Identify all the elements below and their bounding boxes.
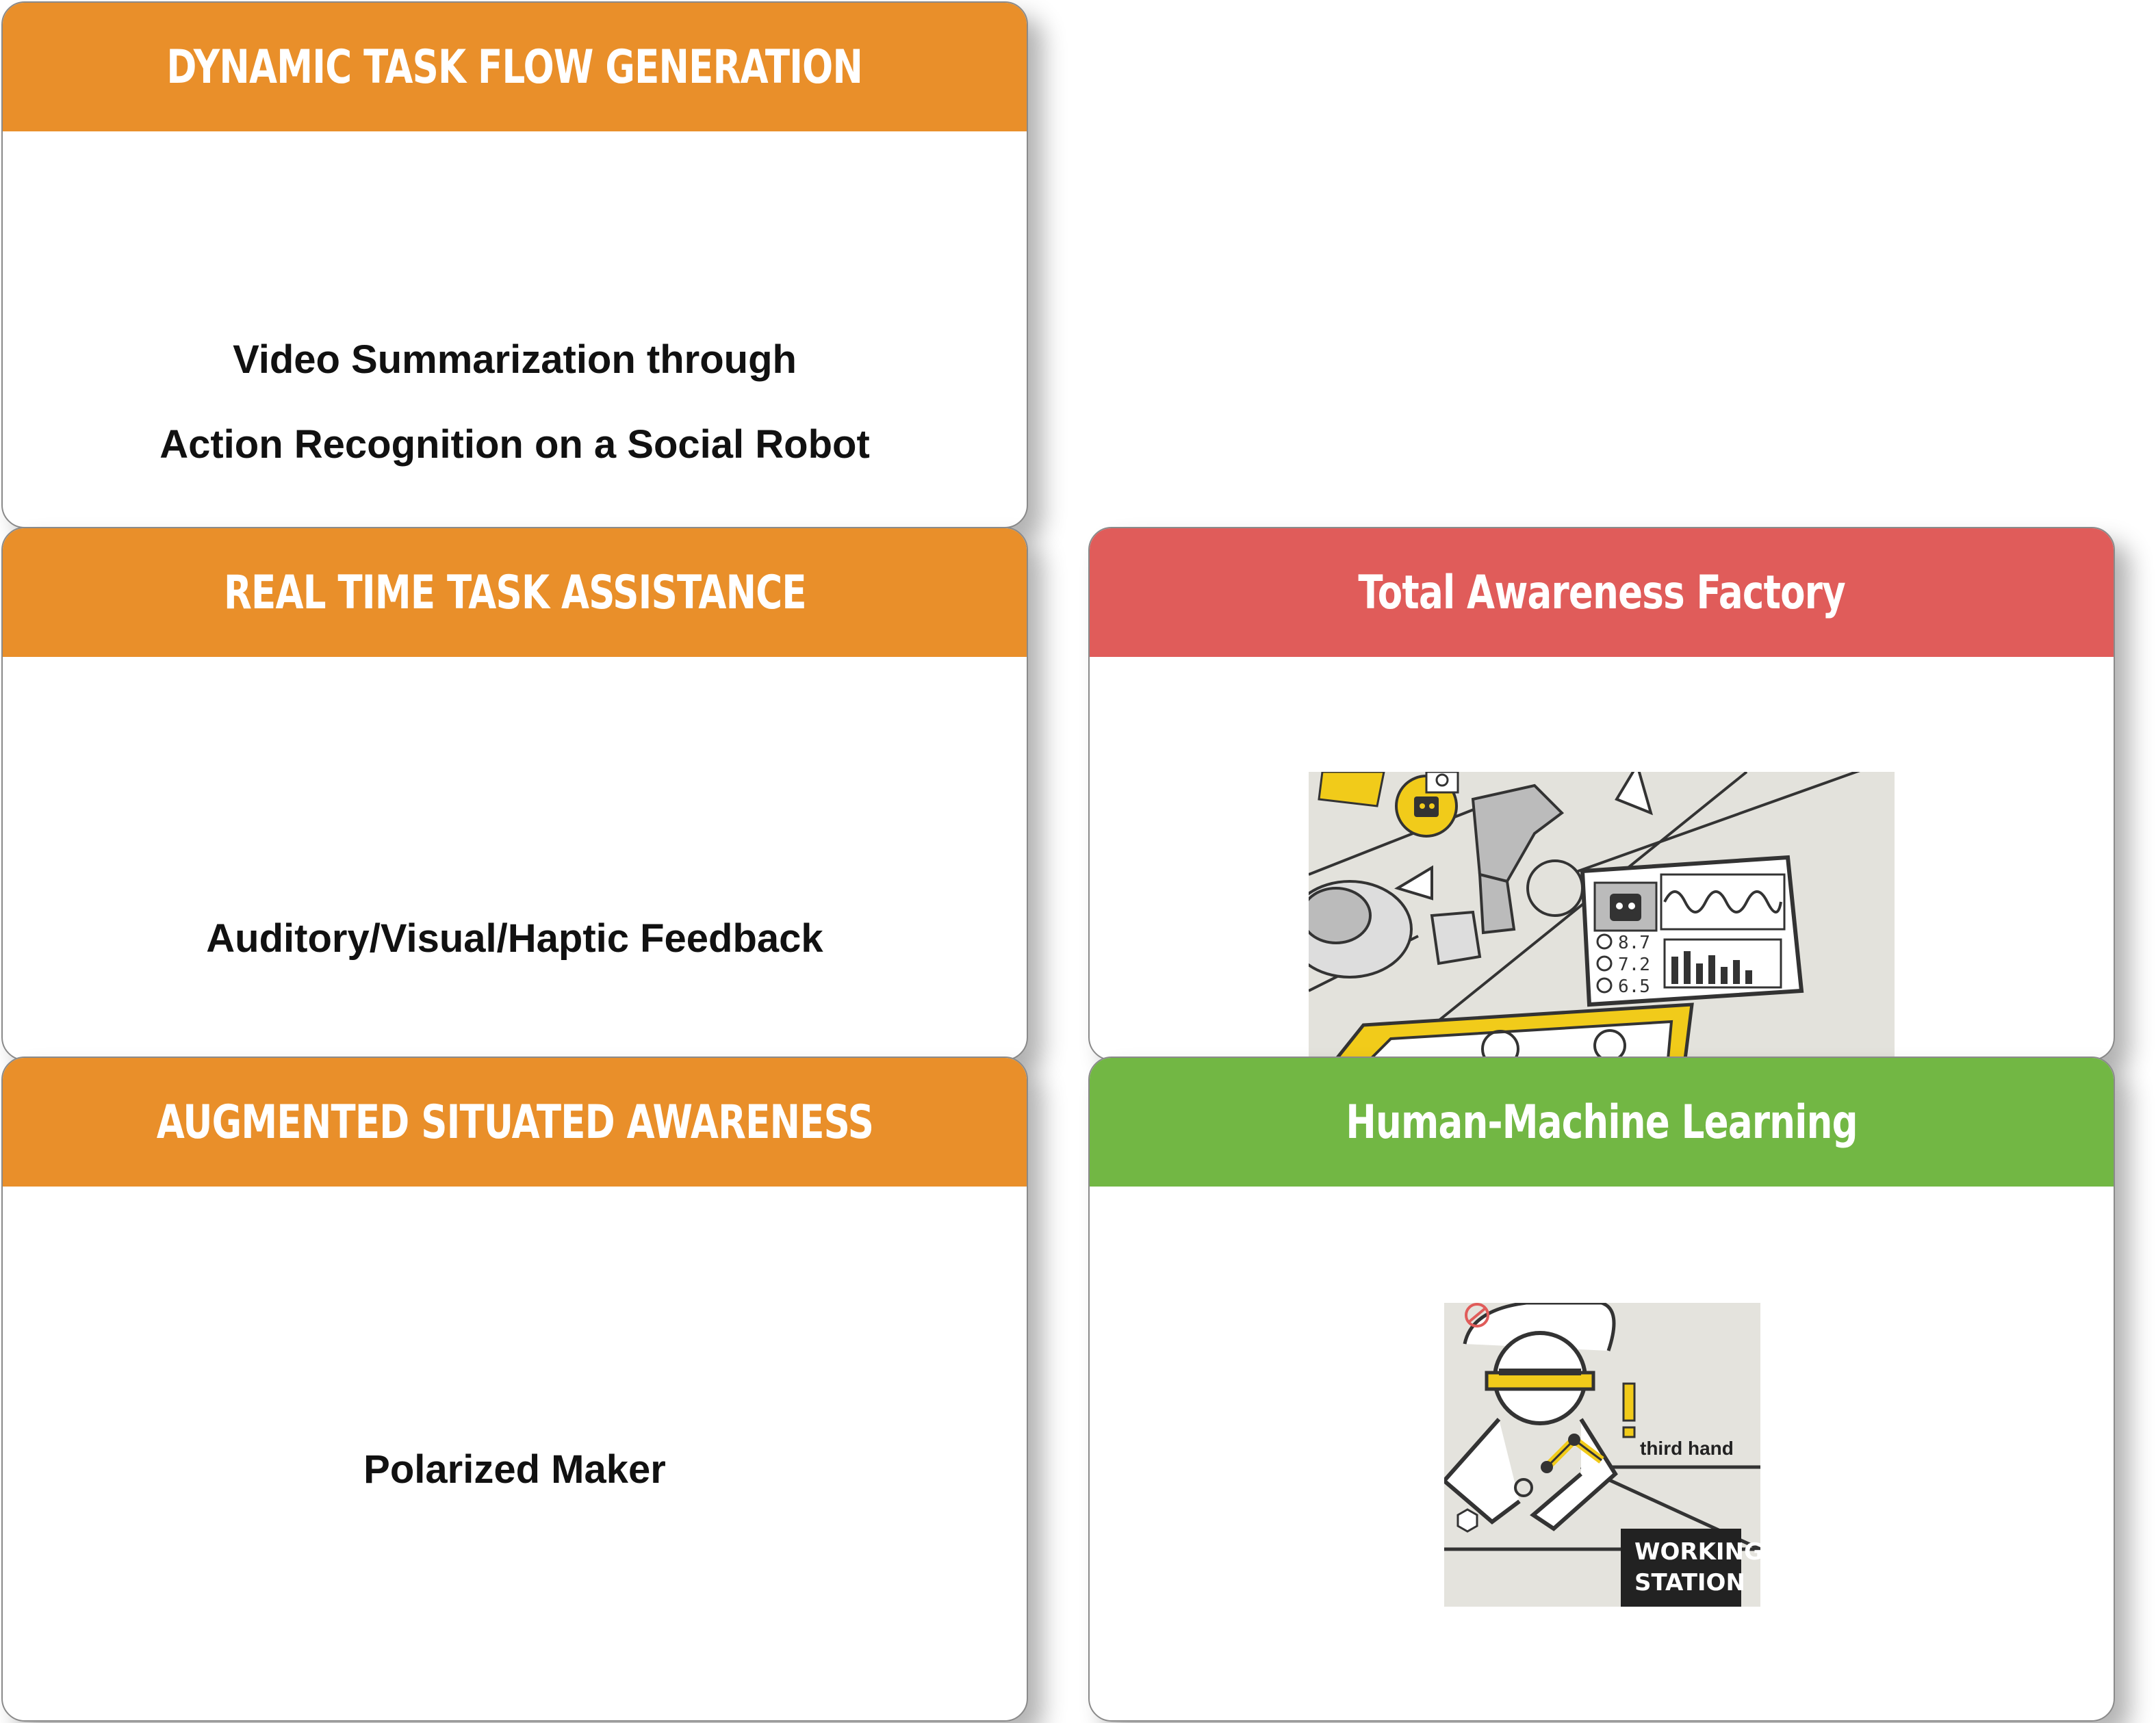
card-text-line-2: Action Recognition on a Social Robot — [159, 422, 870, 467]
card-text: Auditory/Visual/Haptic Feedback — [206, 916, 823, 961]
card-header: DYNAMIC TASK FLOW GENERATION — [3, 3, 1027, 131]
factory-sketch-icon: 8.7 7.2 6.5 — [1287, 757, 1895, 1059]
card-text: Polarized Maker — [363, 1447, 666, 1492]
card-title: DYNAMIC TASK FLOW GENERATION — [166, 40, 863, 94]
station-label-line-1: WORKING — [1634, 1538, 1760, 1566]
card-dynamic-task-flow: DYNAMIC TASK FLOW GENERATION Video Summa… — [1, 1, 1028, 528]
card-header: Human-Machine Learning — [1090, 1058, 2114, 1187]
card-title: Total Awareness Factory — [1358, 565, 1845, 620]
card-header: AUGMENTED SITUATED AWARENESS — [3, 1058, 1027, 1187]
card-body: Polarized Maker — [3, 1187, 1027, 1720]
card-body: 8.7 7.2 6.5 — [1090, 657, 2114, 1059]
reading-2: 7.2 — [1618, 955, 1650, 975]
card-header: Total Awareness Factory — [1090, 528, 2114, 657]
reading-1: 8.7 — [1618, 933, 1650, 953]
factory-illustration: 8.7 7.2 6.5 — [1287, 757, 1895, 1059]
working-station-illustration: third hand WORKING STATION — [1441, 1301, 1763, 1607]
card-title: AUGMENTED SITUATED AWARENESS — [156, 1095, 873, 1150]
card-body: Video Summarization through Action Recog… — [3, 131, 1027, 527]
worker-sketch-icon: third hand WORKING STATION — [1441, 1301, 1763, 1607]
card-text-line-1: Video Summarization through — [233, 337, 797, 382]
card-title: Human-Machine Learning — [1346, 1095, 1858, 1150]
station-label-line-2: STATION — [1634, 1569, 1745, 1596]
card-total-awareness: Total Awareness Factory — [1088, 527, 2115, 1061]
card-title: REAL TIME TASK ASSISTANCE — [223, 565, 807, 620]
card-human-machine: Human-Machine Learning — [1088, 1057, 2115, 1722]
card-augmented-awareness: AUGMENTED SITUATED AWARENESS Polarized M… — [1, 1057, 1028, 1722]
card-body: Auditory/Visual/Haptic Feedback — [3, 657, 1027, 1059]
third-hand-label: third hand — [1640, 1438, 1734, 1459]
card-real-time-assistance: REAL TIME TASK ASSISTANCE Auditory/Visua… — [1, 527, 1028, 1061]
card-header: REAL TIME TASK ASSISTANCE — [3, 528, 1027, 657]
card-body: third hand WORKING STATION — [1090, 1187, 2114, 1720]
reading-3: 6.5 — [1618, 976, 1650, 997]
